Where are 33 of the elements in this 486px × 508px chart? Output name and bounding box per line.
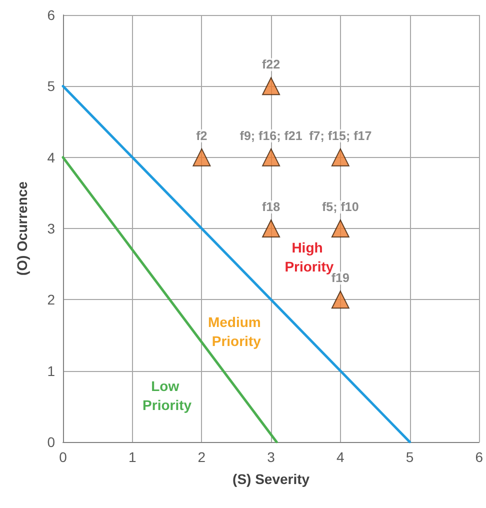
y-tick-label: 6	[47, 7, 56, 23]
x-tick-label: 4	[336, 449, 345, 465]
point	[192, 148, 211, 166]
data-label: f7; f15; f17	[309, 128, 372, 143]
annotation: Low Priority	[142, 378, 192, 414]
y-tick-label: 4	[47, 149, 56, 166]
x-tick-label: 5	[406, 449, 414, 465]
annotation: High Priority	[284, 239, 334, 274]
point	[331, 220, 350, 238]
y-tick-label: 1	[47, 362, 56, 379]
point	[331, 290, 350, 309]
data-label: f19	[331, 271, 350, 286]
annotation: Medium Priority	[208, 314, 265, 350]
x-tick-label: 0	[59, 449, 68, 465]
x-tick-label: 3	[267, 449, 276, 465]
y-axis-title: (O) Ocurrence	[14, 181, 30, 276]
point	[262, 148, 280, 166]
x-tick-label: 6	[475, 449, 484, 465]
data-label: f22	[262, 58, 280, 72]
y-tick-label: 2	[47, 292, 56, 308]
point	[262, 220, 280, 238]
x-axis-title: (S) Severity	[232, 471, 310, 487]
point	[262, 77, 280, 96]
data-label: f5; f10	[322, 200, 359, 214]
y-tick-label: 3	[47, 220, 56, 236]
data-label: f9; f16; f21	[240, 128, 302, 143]
point	[331, 148, 350, 166]
data-label: f2	[196, 128, 208, 143]
x-tick-label: 2	[198, 449, 206, 465]
y-tick-label: 0	[47, 434, 56, 450]
data-label: f18	[262, 200, 280, 214]
y-tick-label: 5	[47, 78, 56, 94]
x-tick-label: 1	[128, 449, 136, 465]
